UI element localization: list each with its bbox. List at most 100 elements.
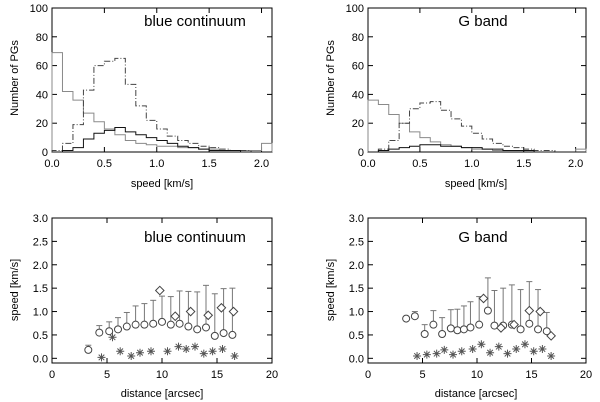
data-point-asterisk xyxy=(163,347,172,356)
data-point-diamond xyxy=(216,302,227,313)
y-tick-label: 3.0 xyxy=(349,213,364,225)
y-tick-label: 2.5 xyxy=(349,236,364,248)
data-point-asterisk xyxy=(457,347,466,356)
data-point-circle xyxy=(95,328,104,337)
data-point-circle xyxy=(542,327,551,336)
x-tick-label: 15 xyxy=(525,369,537,381)
panel-title: blue continuum xyxy=(144,13,246,30)
x-tick-label: 0.5 xyxy=(97,158,112,170)
data-point-circle xyxy=(149,319,158,328)
data-point-circle xyxy=(202,323,210,332)
histogram-series-solid-light xyxy=(51,52,273,152)
data-point-circle xyxy=(483,306,492,315)
plot-frame xyxy=(367,7,587,153)
x-tick-label: 20 xyxy=(266,369,278,381)
data-point-circle xyxy=(114,325,122,334)
y-axis-label: Number of PGs xyxy=(325,40,337,116)
data-point-circle xyxy=(402,314,411,323)
data-point-asterisk xyxy=(449,350,458,359)
data-point-asterisk xyxy=(520,340,529,349)
y-tick-label: 1.5 xyxy=(349,283,364,295)
y-tick-label: 60 xyxy=(352,61,364,73)
data-point-circle xyxy=(219,329,228,338)
y-tick-label: 80 xyxy=(36,32,48,44)
data-point-asterisk xyxy=(413,351,422,360)
y-tick-label: 40 xyxy=(36,89,48,101)
data-point-circle xyxy=(228,330,237,339)
data-point-asterisk xyxy=(174,342,183,351)
data-point-asterisk xyxy=(538,344,547,353)
data-point-diamond xyxy=(154,285,165,296)
y-axis-label: speed [km/s] xyxy=(325,259,337,321)
data-point-asterisk xyxy=(230,351,239,360)
data-point-asterisk xyxy=(512,344,521,353)
data-point-circle xyxy=(459,325,468,334)
x-axis-label: speed [km/s] xyxy=(131,178,193,190)
y-tick-label: 0.5 xyxy=(349,330,364,342)
panel-histogram-g-band: G band speed [km/s] Number of PGs 0.0 0.5… xyxy=(325,3,587,190)
histogram-series-solid-light xyxy=(367,99,587,153)
data-point-asterisk xyxy=(208,347,217,356)
data-point-circle xyxy=(210,331,219,340)
data-point-circle xyxy=(534,325,543,334)
data-point-diamond xyxy=(496,323,506,333)
data-point-asterisk xyxy=(529,347,538,356)
data-point-diamond xyxy=(524,305,535,316)
data-point-diamond xyxy=(185,306,196,317)
panel-histogram-blue-continuum: blue continuum speed [km/s] Number of PG… xyxy=(9,3,273,190)
data-point-circle xyxy=(175,319,184,328)
data-point-circle xyxy=(420,330,429,338)
data-point-circle xyxy=(122,322,131,331)
data-point-diamond xyxy=(228,306,239,317)
y-tick-label: 0 xyxy=(358,147,364,159)
data-point-diamond xyxy=(535,306,546,317)
y-tick-label: 2.0 xyxy=(349,260,364,272)
data-point-circle xyxy=(466,323,475,332)
data-point-circle xyxy=(453,326,462,335)
data-point-asterisk xyxy=(182,344,191,353)
y-tick-label: 60 xyxy=(36,61,48,73)
data-point-asterisk xyxy=(503,349,512,358)
data-point-asterisk xyxy=(218,344,227,353)
y-tick-label: 1.5 xyxy=(33,283,48,295)
data-point-diamond xyxy=(203,310,214,321)
y-axis-label: Number of PGs xyxy=(9,40,21,116)
histogram-series-dashdot xyxy=(368,101,586,153)
x-tick-label: 1.5 xyxy=(516,158,531,170)
y-tick-label: 0 xyxy=(42,147,48,159)
data-point-diamond xyxy=(546,330,557,341)
data-point-circle xyxy=(475,320,484,329)
data-point-circle xyxy=(516,325,525,334)
histogram-series-solid-dark xyxy=(52,127,272,153)
data-point-asterisk xyxy=(127,351,136,360)
x-axis-label: distance [arcsec] xyxy=(121,388,204,400)
y-tick-label: 0.5 xyxy=(33,330,48,342)
data-point-asterisk xyxy=(547,351,556,360)
x-tick-label: 0.0 xyxy=(360,158,375,170)
y-tick-label: 100 xyxy=(346,3,364,15)
data-point-circle xyxy=(84,345,93,354)
y-tick-label: 0.0 xyxy=(33,353,48,365)
x-tick-label: 2.0 xyxy=(568,158,583,170)
data-point-asterisk xyxy=(97,353,106,362)
y-tick-label: 80 xyxy=(352,32,364,44)
data-point-asterisk xyxy=(477,340,486,349)
data-point-circle xyxy=(131,320,140,329)
data-point-asterisk xyxy=(191,342,199,351)
data-point-circle xyxy=(105,327,114,336)
x-tick-label: 0 xyxy=(365,369,371,381)
data-point-circle xyxy=(429,320,438,329)
x-tick-label: 1.5 xyxy=(201,158,216,170)
histogram-series-solid-dark xyxy=(368,144,586,153)
data-point-asterisk xyxy=(136,348,144,357)
x-tick-label: 10 xyxy=(156,369,168,381)
y-tick-label: 20 xyxy=(36,118,48,130)
data-point-asterisk xyxy=(116,347,125,356)
data-point-asterisk xyxy=(486,348,495,357)
data-point-diamond xyxy=(478,293,489,304)
x-axis-label: speed [km/s] xyxy=(445,178,507,190)
x-tick-label: 5 xyxy=(419,369,425,381)
data-point-asterisk xyxy=(494,342,503,351)
data-point-circle xyxy=(490,321,499,330)
